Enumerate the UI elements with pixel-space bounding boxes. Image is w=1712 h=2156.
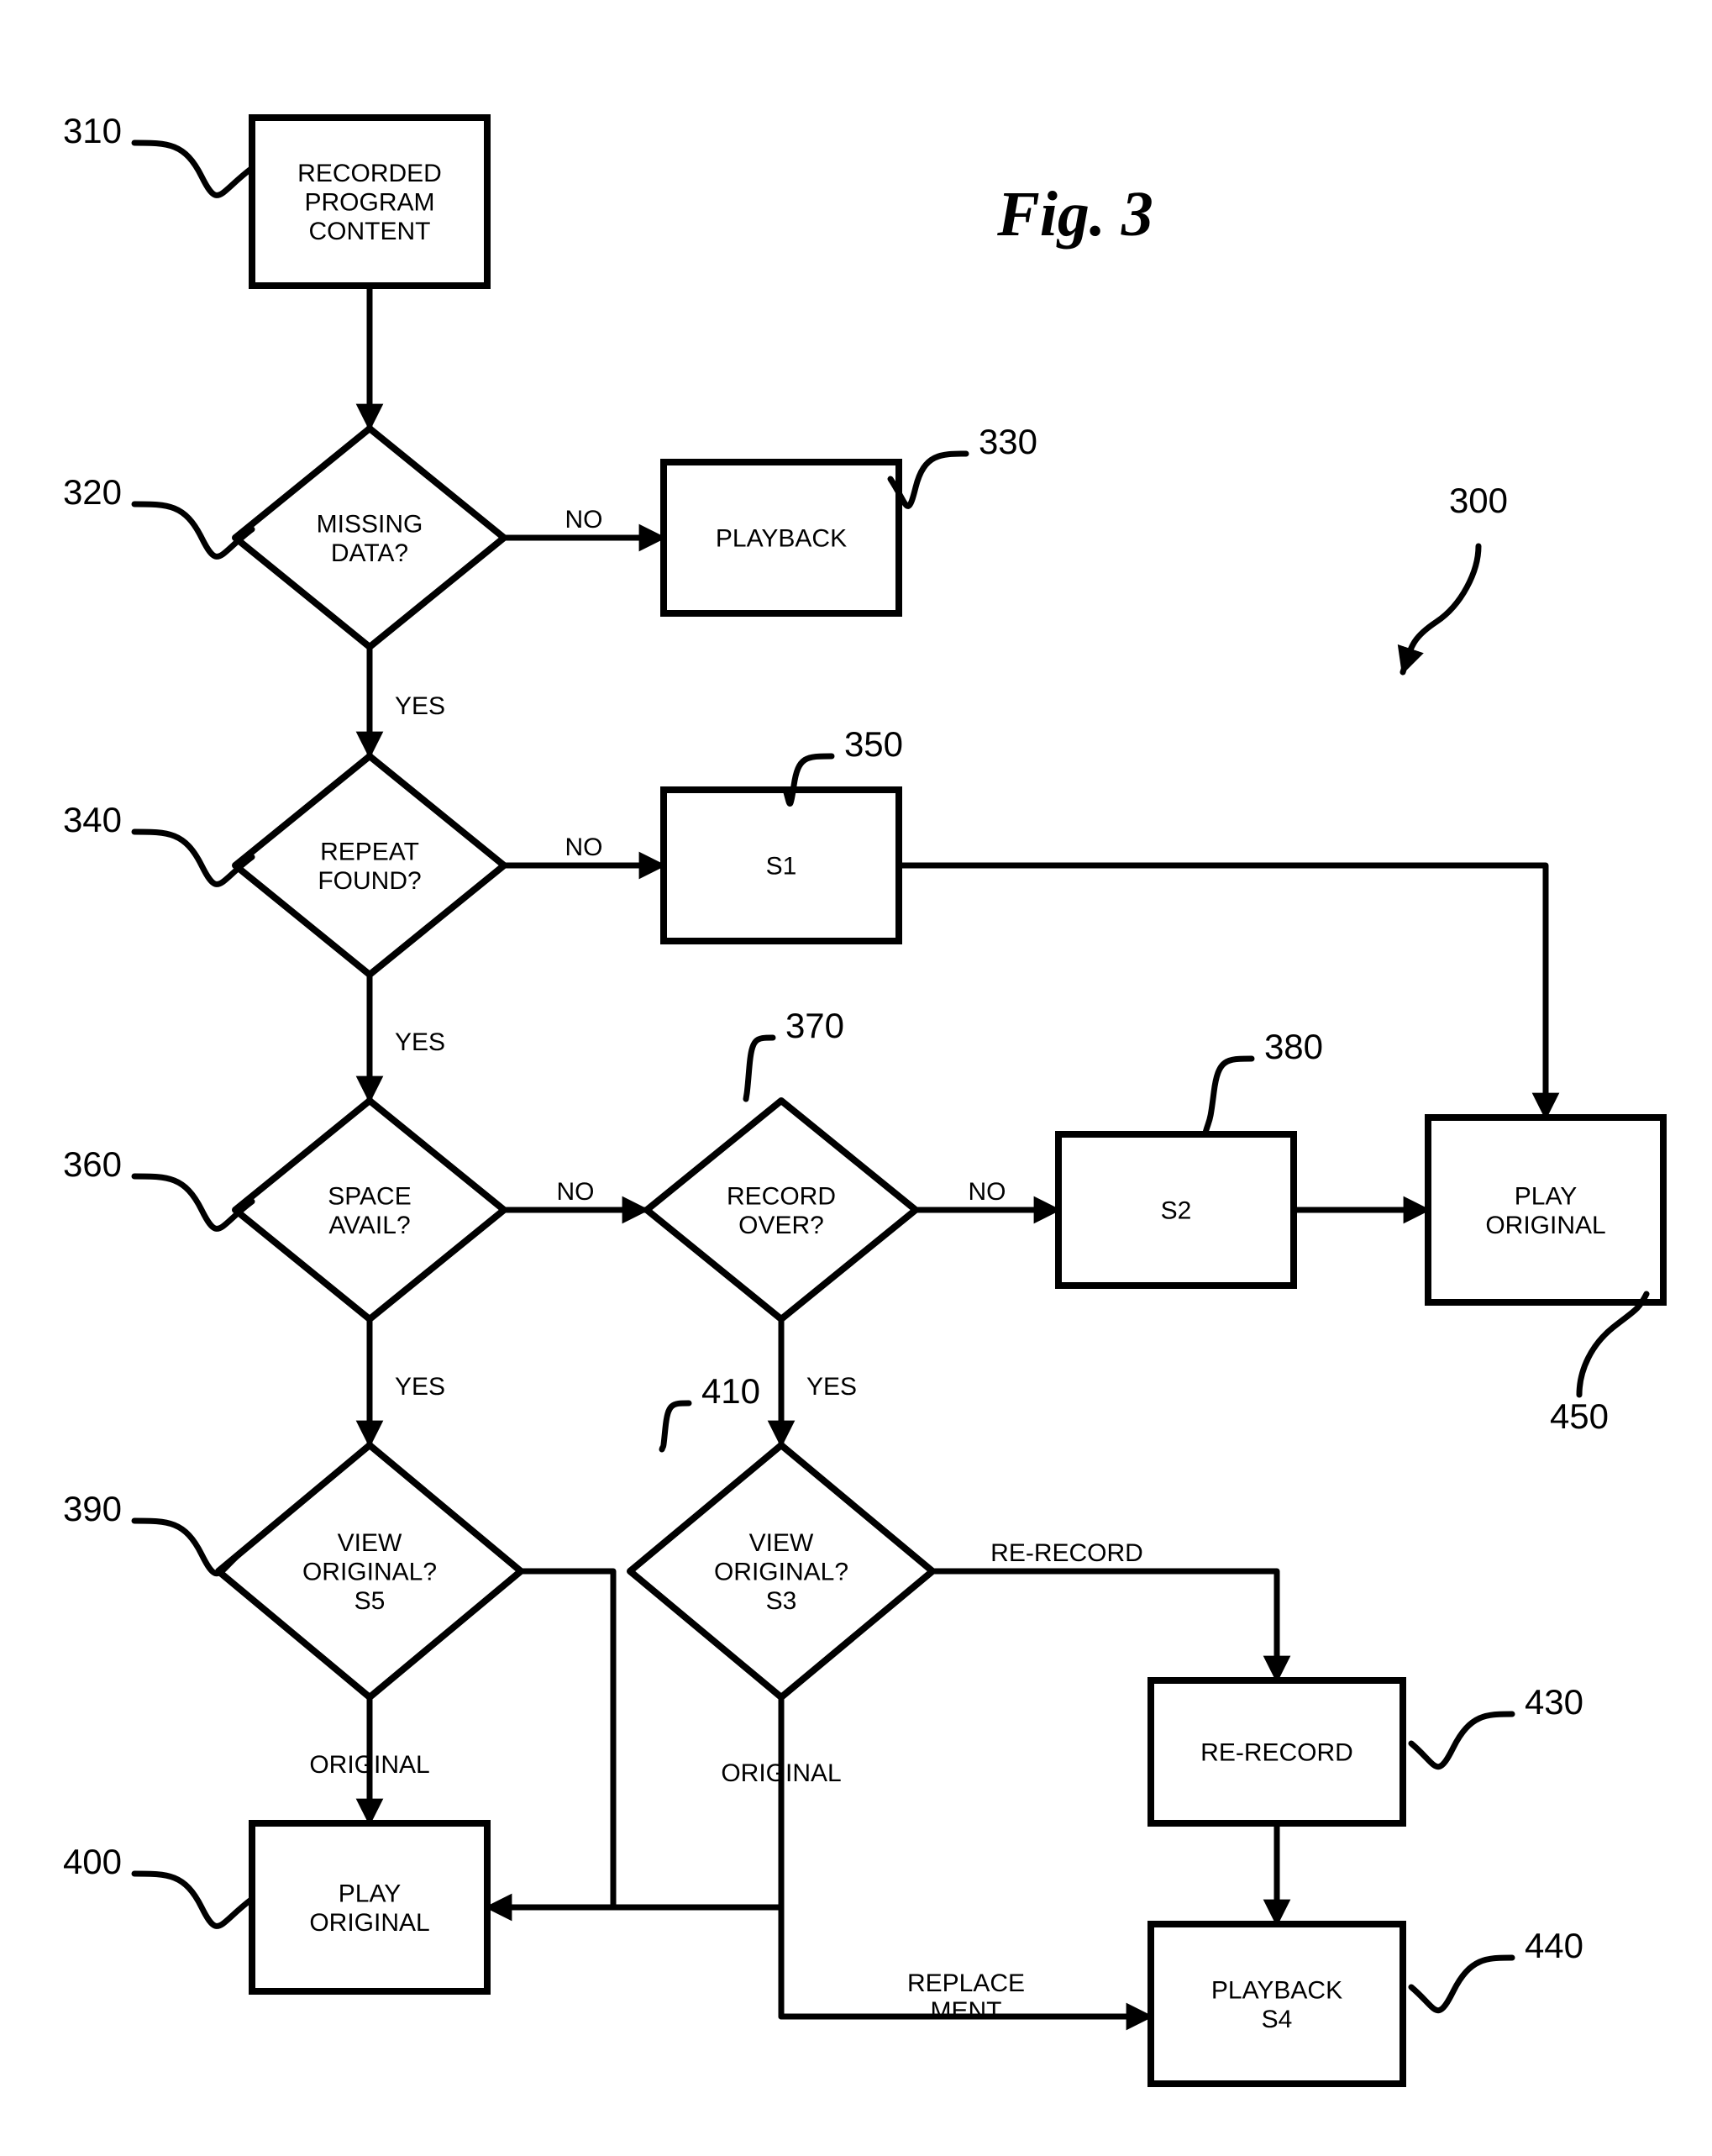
ref-label-410: 410	[701, 1371, 760, 1411]
edge-label-10: YES	[806, 1373, 857, 1401]
ref-label-340: 340	[63, 800, 122, 839]
ref-leader-450	[1579, 1294, 1646, 1395]
edge-label-6: NO	[969, 1178, 1006, 1206]
ref-label-350: 350	[844, 724, 903, 764]
edge-16	[932, 1571, 1277, 1680]
edge-label-13: ORIGINAL	[721, 1759, 841, 1787]
node-text-n310: RECORDEDPROGRAMCONTENT	[297, 160, 442, 245]
ref-label-450: 450	[1550, 1396, 1609, 1436]
ref-leader-410	[662, 1403, 689, 1449]
ref-leader-430	[1411, 1714, 1512, 1767]
ref-label-360: 360	[63, 1144, 122, 1184]
node-text-n340: REPEATFOUND?	[318, 838, 421, 895]
ref-leader-390	[134, 1521, 244, 1574]
ref-label-440: 440	[1525, 1926, 1583, 1965]
ref-leader-380	[1205, 1059, 1252, 1133]
edge-label-11: ORIGINAL	[309, 1751, 429, 1779]
edge-label-9: YES	[395, 1373, 445, 1401]
edge-12	[487, 1571, 613, 1907]
node-text-n370: RECORDOVER?	[727, 1182, 836, 1239]
figure-title: Fig. 3	[996, 179, 1153, 250]
edge-label-4: YES	[395, 1028, 445, 1056]
node-text-n430: RE-RECORD	[1200, 1739, 1353, 1767]
edge-label-16: RE-RECORD	[990, 1539, 1143, 1567]
ref-label-310: 310	[63, 111, 122, 150]
edge-label-3: NO	[565, 833, 603, 861]
node-text-n320: MISSINGDATA?	[317, 510, 423, 567]
ref-leader-310	[134, 143, 252, 195]
ref-label-330: 330	[979, 422, 1037, 461]
edge-label-2: YES	[395, 692, 445, 720]
node-text-n360: SPACEAVAIL?	[328, 1182, 411, 1239]
ref-leader-440	[1411, 1958, 1512, 2011]
ref-label-400: 400	[63, 1842, 122, 1881]
ref-leader-300	[1403, 546, 1478, 672]
ref-label-370: 370	[785, 1006, 844, 1045]
ref-leader-320	[134, 504, 252, 556]
ref-label-320: 320	[63, 472, 122, 512]
edge-label-5: NO	[557, 1178, 595, 1206]
ref-leader-400	[134, 1874, 252, 1926]
node-text-n350: S1	[766, 853, 797, 881]
ref-leader-370	[746, 1038, 773, 1099]
ref-label-300: 300	[1449, 481, 1508, 520]
ref-leader-360	[134, 1176, 252, 1228]
ref-leader-340	[134, 832, 252, 884]
ref-label-380: 380	[1264, 1027, 1323, 1066]
edge-label-1: NO	[565, 506, 603, 534]
node-text-n380: S2	[1161, 1197, 1192, 1225]
node-text-n330: PLAYBACK	[716, 525, 847, 553]
edge-13	[613, 1697, 781, 1907]
ref-label-430: 430	[1525, 1682, 1583, 1722]
edge-8	[899, 865, 1546, 1117]
ref-label-390: 390	[63, 1489, 122, 1528]
